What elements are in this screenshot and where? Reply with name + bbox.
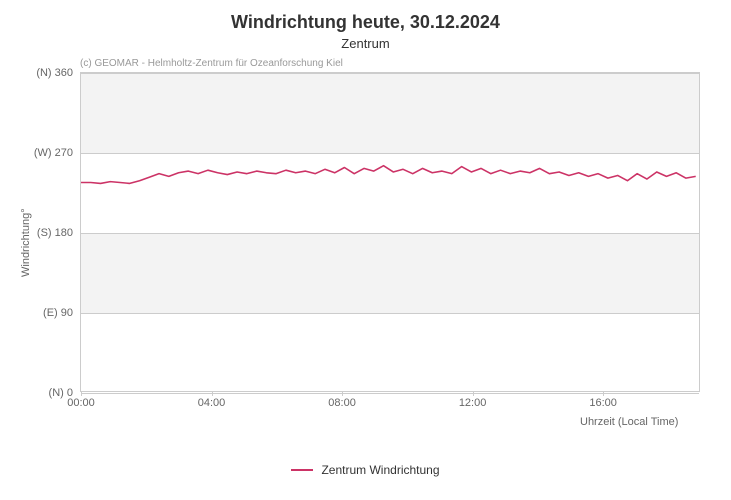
y-tick-label: (S) 180 [37, 227, 81, 239]
y-gridline [81, 313, 699, 314]
legend-swatch [291, 469, 313, 471]
x-axis-label: Uhrzeit (Local Time) [580, 416, 678, 428]
legend-item: Zentrum Windrichtung [291, 463, 439, 477]
chart-credit: (c) GEOMAR - Helmholtz-Zentrum für Ozean… [80, 58, 343, 69]
legend-label: Zentrum Windrichtung [321, 463, 439, 477]
y-tick-label: (W) 270 [34, 147, 81, 159]
plot-area: (N) 0(E) 90(S) 180(W) 270(N) 36000:0004:… [80, 72, 700, 392]
chart-subtitle: Zentrum [0, 36, 731, 51]
y-gridline [81, 73, 699, 74]
y-tick-label: (E) 90 [43, 307, 81, 319]
x-tick-label: 00:00 [67, 391, 95, 409]
x-tick-label: 16:00 [589, 391, 617, 409]
y-axis-label: Windrichtung° [20, 208, 32, 277]
series-line [81, 73, 699, 391]
x-tick-label: 04:00 [198, 391, 226, 409]
y-gridline [81, 233, 699, 234]
legend: Zentrum Windrichtung [0, 460, 731, 477]
y-tick-label: (N) 360 [36, 67, 81, 79]
x-tick-label: 08:00 [328, 391, 356, 409]
y-gridline [81, 153, 699, 154]
x-tick-label: 12:00 [459, 391, 487, 409]
chart-title: Windrichtung heute, 30.12.2024 [0, 12, 731, 33]
